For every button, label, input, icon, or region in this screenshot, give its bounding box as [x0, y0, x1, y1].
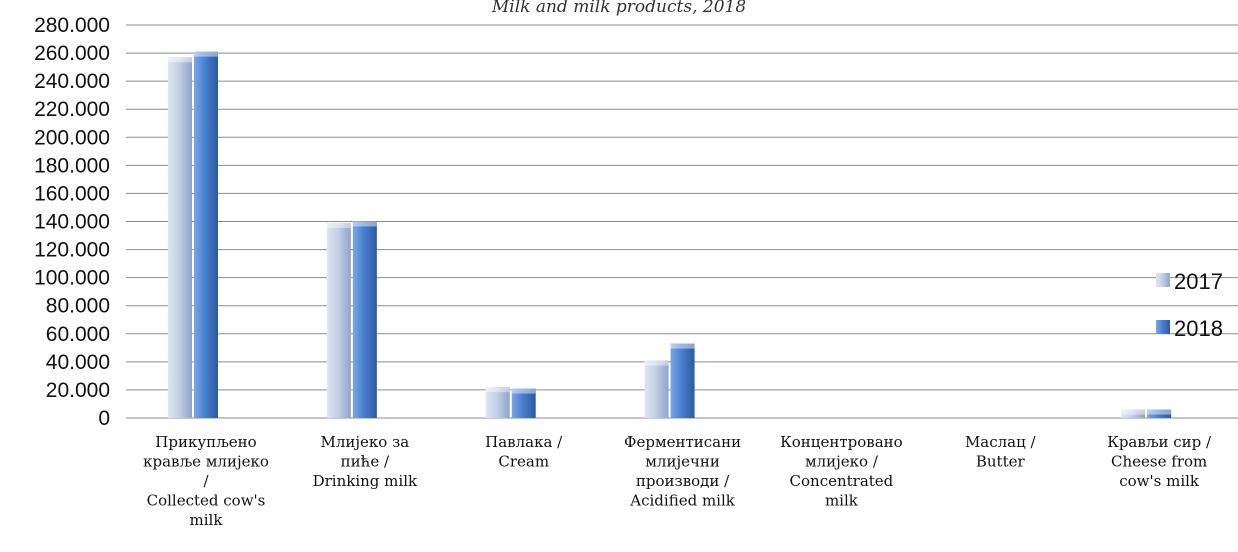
bar-highlight	[644, 360, 669, 366]
chart-title: Milk and milk products, 2018	[491, 0, 746, 17]
bar-highlight	[485, 387, 510, 393]
x-category-label: Ферментисани млијечни производи / Acidified…	[624, 433, 741, 510]
bar-highlight	[670, 343, 695, 349]
legend-label-2018: 2018	[1174, 316, 1223, 341]
bar-2017-3	[644, 360, 669, 418]
y-tick-label: 0	[98, 407, 110, 430]
bar-highlight	[168, 57, 192, 63]
x-category-label: Павлака / Cream	[485, 433, 563, 471]
legend-label-2017: 2017	[1174, 269, 1223, 294]
y-tick-label: 80.000	[46, 295, 110, 318]
bar-highlight	[326, 222, 351, 228]
y-tick-label: 260.000	[34, 42, 110, 65]
bar-2018-0	[194, 51, 218, 419]
bar-2017-2	[485, 387, 510, 418]
y-tick-label: 100.000	[34, 267, 110, 290]
bar-2018-1	[352, 221, 377, 418]
bar-2017-0	[168, 57, 192, 419]
y-tick-label: 60.000	[46, 323, 110, 346]
x-category-label: Концентровано млијеко / Concentrated milk	[780, 433, 903, 510]
bar-highlight	[352, 221, 377, 227]
y-tick-label: 240.000	[34, 70, 110, 93]
bar-highlight	[194, 51, 218, 57]
y-axis-ticks: 0 20.000 40.000 60.000 80.000 100.000 120.000 1…	[34, 14, 110, 430]
bar-2018-6	[1147, 409, 1172, 418]
y-tick-label: 140.000	[34, 211, 110, 234]
bar-highlight	[1121, 409, 1146, 415]
y-tick-label: 40.000	[46, 351, 110, 374]
bar-2017-1	[326, 222, 351, 418]
y-tick-label: 180.000	[34, 154, 110, 177]
x-category-label: Маслац / Butter	[965, 433, 1037, 471]
bar-highlight	[1147, 409, 1172, 415]
x-axis-categories: Прикупљено крављe млијеко / Collected cow's…	[143, 433, 1212, 529]
x-category-label: Крављи сир / Cheese from cow's milk	[1107, 433, 1212, 490]
bar-2018-2	[511, 388, 536, 418]
x-category-label: Прикупљено крављe млијеко / Collected cow's…	[143, 433, 269, 529]
x-category-label: Млијеко за пиће / Drinking milk	[313, 433, 418, 490]
y-tick-label: 280.000	[34, 14, 110, 37]
y-tick-label: 20.000	[46, 379, 110, 402]
bars	[168, 51, 1172, 419]
y-tick-label: 220.000	[34, 98, 110, 121]
y-tick-label: 160.000	[34, 182, 110, 205]
bar-2017-6	[1121, 409, 1146, 418]
legend-swatch-2018	[1156, 320, 1170, 334]
bar-highlight	[511, 388, 536, 394]
legend-swatch-2017	[1156, 273, 1170, 287]
y-tick-label: 200.000	[34, 126, 110, 149]
y-tick-label: 120.000	[34, 239, 110, 262]
grid-lines	[126, 24, 1238, 419]
legend: 2017 2018	[1156, 269, 1223, 341]
bar-2018-3	[670, 343, 695, 418]
